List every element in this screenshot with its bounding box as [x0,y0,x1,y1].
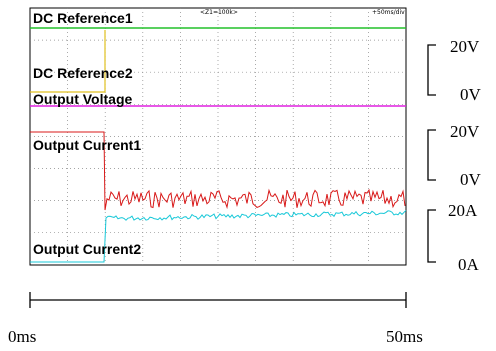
scale-label: 20V [450,37,480,56]
trace-label: Output Voltage [33,91,132,107]
trace-label: DC Reference2 [33,65,133,81]
trace-label: Output Current2 [33,241,141,257]
time-label: 0ms [8,327,36,346]
timebase-label: +50ms/div [372,9,405,16]
scale-label: 0A [458,255,480,274]
trace-label: Output Current1 [33,137,141,153]
scope-figure: <Z1=100k> +50ms/div DC Reference1 DC Ref… [0,0,496,351]
zoom-label: <Z1=100k> [200,9,238,16]
time-label: 50ms [386,327,423,346]
page: <Z1=100k> +50ms/div DC Reference1 DC Ref… [0,0,496,351]
scale-label: 20V [450,122,480,141]
scale-label: 0V [460,170,482,189]
scale-label: 0V [460,85,482,104]
trace-label: DC Reference1 [33,10,133,26]
scale-label: 20A [448,201,478,220]
